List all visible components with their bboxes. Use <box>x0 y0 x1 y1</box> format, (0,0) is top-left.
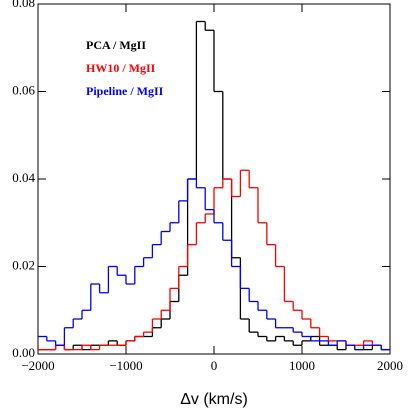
legend-entry: PCA / MgII <box>86 38 146 52</box>
y-tick-label: 0.02 <box>12 257 35 272</box>
legend-entry: Pipeline / MgII <box>86 84 164 98</box>
x-tick-label: −1000 <box>109 358 142 373</box>
y-tick-label: 0.00 <box>12 345 35 360</box>
x-tick-label: 1000 <box>289 358 315 373</box>
y-tick-label: 0.06 <box>12 82 35 97</box>
x-tick-label: 0 <box>211 358 218 373</box>
y-tick-label: 0.08 <box>12 0 35 10</box>
x-axis-label: Δv (km/s) <box>180 391 248 408</box>
x-tick-label: 2000 <box>377 358 403 373</box>
y-tick-label: 0.04 <box>12 170 35 185</box>
x-tick-label: −2000 <box>21 358 54 373</box>
legend-entry: HW10 / MgII <box>86 61 156 75</box>
